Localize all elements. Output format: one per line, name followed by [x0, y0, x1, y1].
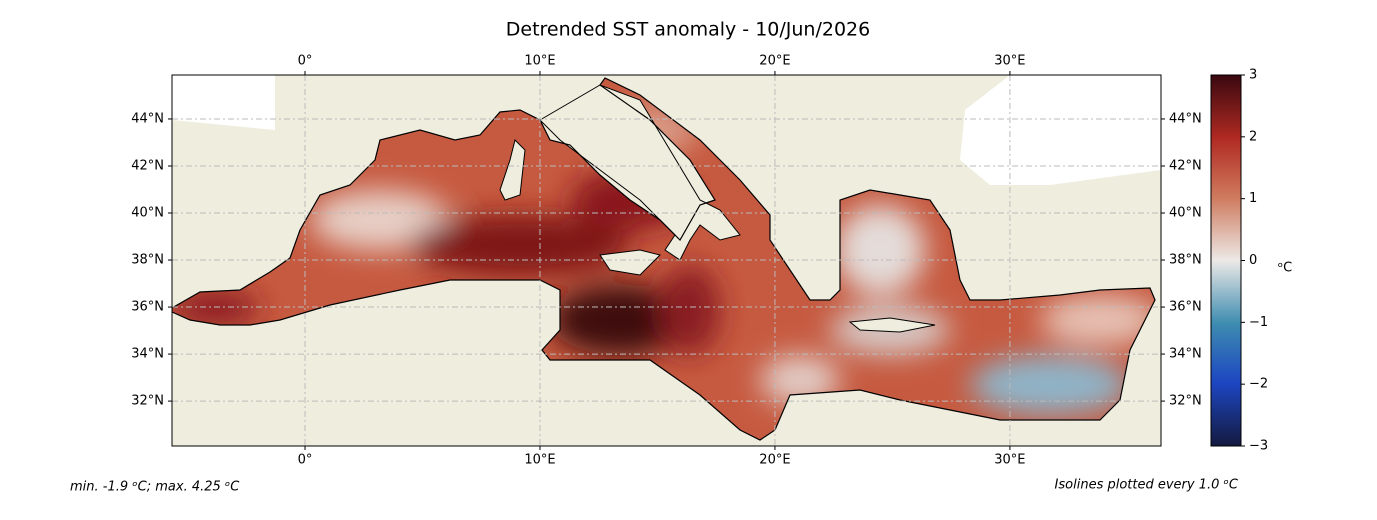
- colorbar-tick-label: 0: [1249, 253, 1257, 268]
- crete: [848, 317, 936, 333]
- lon-label-top: 0°: [298, 54, 313, 69]
- lon-label-bottom: 20°E: [759, 453, 790, 468]
- coastline: [172, 77, 1156, 441]
- colorbar-tick-label: 1: [1249, 191, 1257, 206]
- lat-label-right: 40°N: [1169, 206, 1202, 221]
- lat-label-left: 32°N: [131, 394, 164, 409]
- lat-label-right: 36°N: [1169, 300, 1202, 315]
- italy: [539, 84, 741, 261]
- lat-label-left: 42°N: [131, 158, 164, 173]
- lat-label-right: 42°N: [1169, 158, 1202, 173]
- lat-label-right: 34°N: [1169, 347, 1202, 362]
- colorbar-tick-label: −1: [1249, 315, 1268, 330]
- outside-area: [172, 75, 275, 130]
- colorbar: [1210, 74, 1242, 447]
- sicily: [599, 249, 661, 276]
- lat-label-left: 40°N: [131, 206, 164, 221]
- lon-label-bottom: 0°: [298, 453, 313, 468]
- footer-left: min. -1.9 ᵒC; max. 4.25 ᵒC: [70, 480, 240, 495]
- lat-label-left: 34°N: [131, 347, 164, 362]
- lon-label-bottom: 10°E: [524, 453, 555, 468]
- outside-area: [960, 75, 1161, 185]
- footer-right: Isolines plotted every 1.0 ᵒC: [1055, 478, 1239, 493]
- lon-label-top: 10°E: [524, 54, 555, 69]
- lon-label-bottom: 30°E: [994, 453, 1025, 468]
- colorbar-tick-label: 2: [1249, 129, 1257, 144]
- lon-label-top: 20°E: [759, 54, 790, 69]
- lat-label-left: 38°N: [131, 253, 164, 268]
- lat-label-right: 32°N: [1169, 394, 1202, 409]
- colorbar-tick-label: −3: [1249, 439, 1268, 454]
- corsica-sardinia: [499, 139, 526, 201]
- colorbar-tick-label: 3: [1249, 68, 1257, 83]
- lat-label-right: 38°N: [1169, 253, 1202, 268]
- lon-label-top: 30°E: [994, 54, 1025, 69]
- colorbar-unit: ᵒC: [1278, 261, 1292, 276]
- title: Detrended SST anomaly - 10/Jun/2026: [506, 19, 870, 41]
- map: [172, 75, 1161, 446]
- lat-label-left: 36°N: [131, 300, 164, 315]
- colorbar-tick-label: −2: [1249, 377, 1268, 392]
- lat-label-left: 44°N: [131, 111, 164, 126]
- lat-label-right: 44°N: [1169, 111, 1202, 126]
- graticule: [172, 75, 1161, 446]
